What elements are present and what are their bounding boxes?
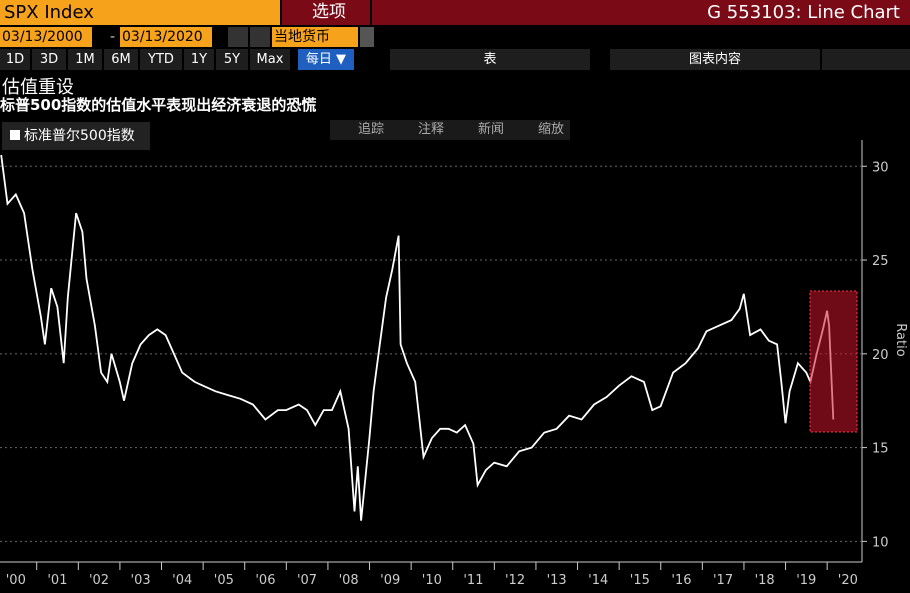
x-tick-label: '00 bbox=[6, 573, 26, 588]
period-button[interactable]: Max bbox=[250, 49, 290, 70]
x-tick-label: '20 bbox=[838, 573, 858, 588]
series-line bbox=[0, 154, 835, 521]
x-tick-label: '13 bbox=[547, 573, 567, 588]
legend: 标准普尔500指数 bbox=[2, 122, 150, 150]
x-tick-label: '03 bbox=[131, 573, 151, 588]
legend-swatch bbox=[10, 130, 20, 140]
toolbar-button[interactable]: 新闻 bbox=[478, 122, 505, 137]
toolbar-button[interactable]: 注释 bbox=[418, 122, 445, 137]
y-tick-label: 30 bbox=[872, 160, 889, 175]
prev-button[interactable] bbox=[228, 27, 248, 47]
period-button[interactable]: 5Y bbox=[216, 49, 248, 70]
end-date[interactable]: 03/13/2020 bbox=[120, 27, 212, 47]
x-tick-label: '02 bbox=[89, 573, 109, 588]
chart-subtitle: 标普500指数的估值水平表现出经济衰退的恐慌 bbox=[0, 96, 317, 114]
period-button[interactable]: 1Y bbox=[184, 49, 214, 70]
x-tick-label: '07 bbox=[297, 573, 317, 588]
period-button[interactable]: 6M bbox=[104, 49, 138, 70]
y-tick-label: 10 bbox=[872, 535, 889, 550]
x-tick-label: '18 bbox=[755, 573, 775, 588]
period-button[interactable]: 1D bbox=[0, 49, 30, 70]
ticker-field[interactable]: SPX Index bbox=[0, 0, 280, 25]
currency-field[interactable]: 当地货币 bbox=[272, 27, 358, 47]
start-date[interactable]: 03/13/2000 bbox=[0, 27, 92, 47]
chart-contents-button[interactable]: 图表内容 bbox=[610, 49, 820, 70]
settings-button[interactable] bbox=[822, 49, 910, 70]
highlight-box bbox=[809, 290, 858, 433]
x-tick-label: '19 bbox=[796, 573, 816, 588]
x-tick-label: '15 bbox=[630, 573, 650, 588]
chart-title: 估值重设 bbox=[2, 77, 74, 98]
period-button[interactable]: 3D bbox=[32, 49, 66, 70]
x-tick-label: '12 bbox=[505, 573, 525, 588]
x-tick-label: '06 bbox=[255, 573, 275, 588]
period-button[interactable]: YTD bbox=[140, 49, 182, 70]
y-tick-label: 20 bbox=[872, 348, 889, 363]
y-tick-label: 15 bbox=[872, 442, 889, 457]
x-tick-label: '04 bbox=[172, 573, 192, 588]
x-tick-label: '11 bbox=[463, 573, 483, 588]
x-tick-label: '14 bbox=[588, 573, 608, 588]
y-tick-label: 25 bbox=[872, 254, 889, 269]
x-tick-label: '17 bbox=[713, 573, 733, 588]
function-title: G 553103: Line Chart bbox=[372, 0, 910, 25]
x-tick-label: '10 bbox=[422, 573, 442, 588]
x-tick-label: '16 bbox=[671, 573, 691, 588]
x-tick-label: '05 bbox=[214, 573, 234, 588]
options-button[interactable]: 选项 bbox=[282, 0, 370, 25]
next-button[interactable] bbox=[250, 27, 270, 47]
toolbar-button[interactable]: 缩放 bbox=[538, 122, 565, 137]
x-tick-label: '09 bbox=[380, 573, 400, 588]
toolbar: 追踪 注释 新闻 缩放 bbox=[330, 120, 570, 140]
currency-dropdown[interactable] bbox=[360, 27, 374, 47]
period-button[interactable]: 1M bbox=[68, 49, 102, 70]
date-dash: - bbox=[110, 29, 116, 45]
x-tick-label: '01 bbox=[47, 573, 67, 588]
y-axis-label: Ratio bbox=[893, 323, 908, 356]
frequency-button[interactable]: 每日 ▼ bbox=[298, 49, 354, 70]
toolbar-button[interactable]: 追踪 bbox=[358, 122, 385, 137]
legend-label: 标准普尔500指数 bbox=[24, 128, 135, 144]
x-tick-label: '08 bbox=[339, 573, 359, 588]
table-button[interactable]: 表 bbox=[390, 49, 590, 70]
